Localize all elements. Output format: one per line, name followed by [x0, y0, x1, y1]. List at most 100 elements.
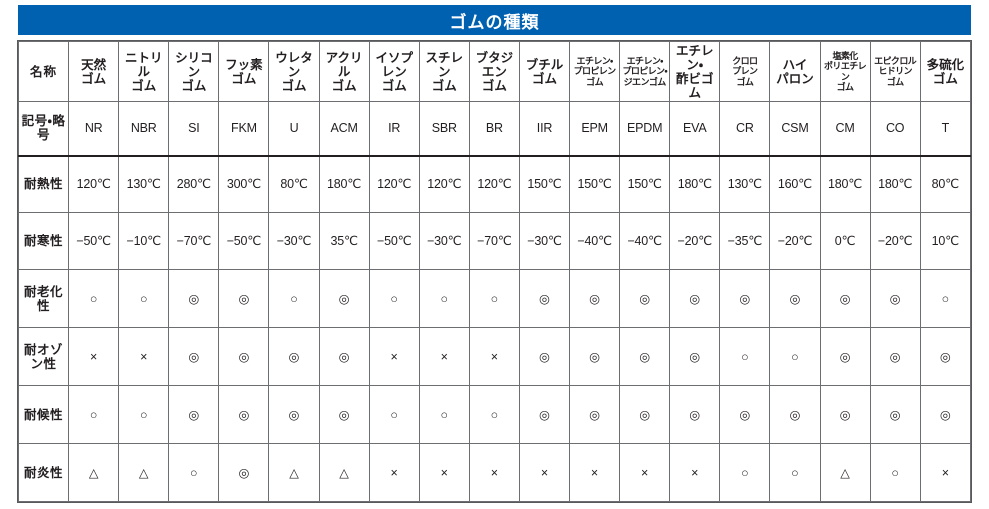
column-header-u: ウレタン ゴム	[268, 41, 320, 102]
value-cell: BR	[468, 101, 520, 157]
value-cell: 280℃	[168, 155, 220, 213]
rating-symbol: ◎	[689, 291, 701, 306]
cell-text: −40℃	[577, 234, 612, 248]
rating-cell: ×	[418, 443, 470, 502]
rating-symbol: △	[289, 465, 299, 480]
value-cell: 80℃	[919, 155, 972, 213]
column-header-line: スチレン	[425, 50, 464, 79]
rating-symbol: ◎	[739, 407, 751, 422]
column-header-line: ポリエチレン	[824, 61, 867, 82]
value-cell: −10℃	[118, 212, 170, 270]
rating-cell: ○	[769, 443, 821, 502]
value-cell: CSM	[769, 101, 821, 157]
rating-cell: ○	[118, 269, 170, 328]
value-cell: −30℃	[418, 212, 470, 270]
value-cell: −30℃	[518, 212, 571, 270]
rating-symbol: ◎	[939, 407, 951, 422]
column-header-line: イソプレン	[375, 50, 413, 79]
rating-cell: ◎	[518, 269, 571, 328]
column-header-line: プレン	[732, 66, 758, 77]
rating-symbol: ×	[490, 349, 499, 364]
cell-text: −50℃	[226, 234, 262, 248]
rating-symbol: ○	[440, 407, 449, 422]
cell-text: −10℃	[126, 234, 162, 248]
column-header-nbr: ニトリル ゴム	[118, 41, 170, 102]
rating-symbol: ×	[641, 465, 649, 480]
rating-symbol: ◎	[338, 291, 350, 306]
rating-cell: ◎	[318, 327, 370, 386]
rating-symbol: ○	[791, 465, 799, 480]
column-header-fkm: フッ素 ゴム	[218, 41, 270, 102]
rating-cell: ◎	[168, 269, 220, 328]
rating-symbol: ◎	[839, 349, 851, 364]
rating-symbol: ×	[89, 349, 98, 364]
rating-symbol: ◎	[839, 407, 851, 422]
column-header-line: フッ素	[225, 57, 263, 72]
cell-text: −20℃	[677, 234, 713, 248]
cell-text: CSM	[781, 121, 809, 136]
rating-cell: ◎	[518, 327, 571, 386]
rubber-comparison-table-wrapper: 名称 天然 ゴム ニトリル ゴム シリコン ゴム フッ素 ゴム ウレタン ゴム アクリル ゴム イソプレ…	[17, 40, 972, 503]
rating-symbol: ○	[741, 465, 749, 480]
value-cell: −30℃	[268, 212, 320, 270]
column-header-line: ゴム	[481, 78, 507, 93]
column-header-sbr: スチレン ゴム	[418, 41, 470, 102]
cell-text: BR	[485, 121, 503, 136]
rating-symbol: ○	[390, 291, 398, 306]
value-cell: −70℃	[468, 212, 520, 270]
rating-cell: ○	[368, 269, 420, 328]
rating-symbol: ◎	[889, 291, 901, 306]
cell-text: −50℃	[376, 234, 412, 248]
cell-text: 120℃	[427, 177, 462, 192]
rating-cell: △	[819, 443, 871, 502]
column-header-line: エピクロル	[874, 56, 917, 67]
cell-text: 300℃	[226, 177, 261, 192]
rating-symbol: ◎	[238, 291, 250, 306]
value-cell: 160℃	[769, 155, 821, 213]
value-cell: 180℃	[318, 155, 370, 213]
rating-cell: ×	[468, 443, 520, 502]
column-header-line: ゴム	[932, 71, 958, 86]
rating-cell: ○	[418, 385, 470, 444]
rating-symbol: ○	[89, 291, 98, 306]
cell-text: 150℃	[627, 177, 662, 192]
cell-text: 35℃	[330, 234, 358, 248]
rating-symbol: ×	[440, 349, 448, 364]
value-cell: ACM	[318, 101, 370, 157]
value-cell: IR	[368, 101, 420, 157]
column-header-line: ゴム	[886, 76, 904, 87]
rating-cell: ◎	[869, 327, 921, 386]
value-cell: 120℃	[68, 155, 120, 213]
value-cell: T	[919, 101, 972, 157]
rating-cell: △	[118, 443, 170, 502]
value-cell: FKM	[218, 101, 270, 157]
column-header-line: ゴム	[736, 76, 754, 87]
rating-symbol: ×	[390, 465, 398, 480]
rating-cell: ×	[68, 327, 120, 386]
value-cell: SI	[168, 101, 220, 157]
rating-cell: ◎	[819, 385, 871, 444]
rating-symbol: ◎	[789, 407, 801, 422]
cell-text: 130℃	[126, 177, 161, 192]
cell-text: −30℃	[427, 234, 462, 248]
rating-cell: ×	[468, 327, 520, 386]
cell-text: 280℃	[176, 177, 211, 192]
rating-cell: ◎	[669, 269, 721, 328]
rating-cell: ◎	[919, 327, 972, 386]
rating-cell: ◎	[318, 269, 370, 328]
rating-cell: ◎	[569, 385, 621, 444]
rating-symbol: △	[88, 465, 99, 480]
rating-cell: ○	[168, 443, 220, 502]
column-header-line: プロピレン	[573, 66, 617, 77]
value-cell: 180℃	[669, 155, 721, 213]
rating-cell: ◎	[869, 385, 921, 444]
rating-symbol: ◎	[338, 407, 350, 422]
column-header-epdm: エチレン・ プロピレン・ ジエンゴム	[619, 41, 671, 102]
rating-cell: ◎	[719, 269, 771, 328]
value-cell: −20℃	[769, 212, 821, 270]
rating-cell: ◎	[168, 385, 220, 444]
rating-symbol: ◎	[238, 465, 250, 480]
rating-symbol: ◎	[188, 349, 200, 364]
column-header-line: 多硫化	[926, 57, 965, 72]
rating-cell: ○	[268, 269, 320, 328]
